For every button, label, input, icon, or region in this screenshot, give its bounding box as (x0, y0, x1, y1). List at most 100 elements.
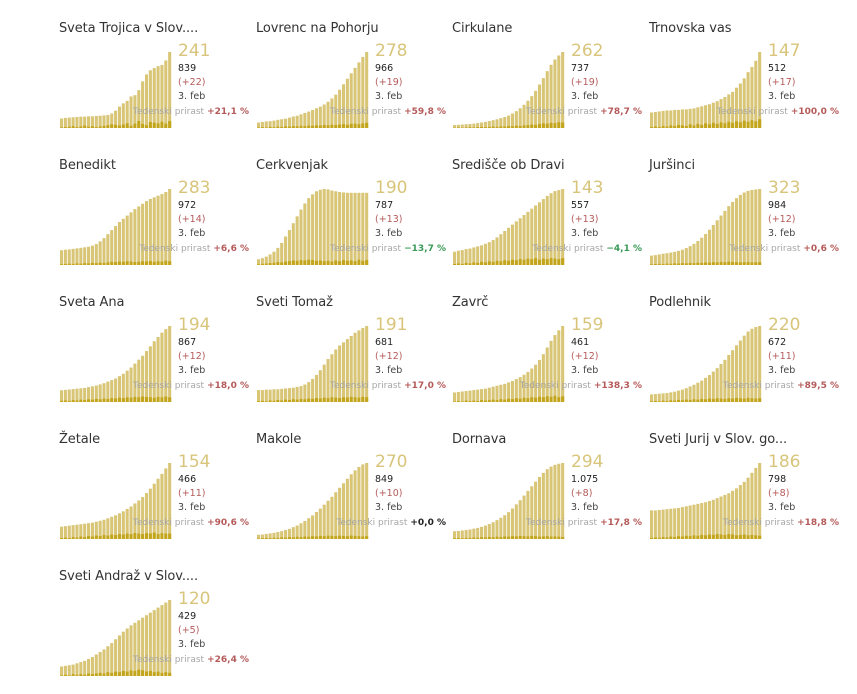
active-cases-bar (303, 113, 306, 128)
active-cases-bar (700, 503, 703, 539)
active-cases-bar (515, 504, 518, 539)
active-cases-bar (696, 383, 699, 402)
new-cases-bar (334, 260, 337, 265)
active-cases-value: 159 (571, 315, 603, 335)
active-cases-bar (346, 79, 349, 128)
active-cases-bar (64, 250, 67, 265)
new-cases-bar (480, 262, 483, 265)
new-cases-bar (141, 670, 144, 676)
new-cases-bar (83, 537, 86, 539)
active-cases-bar (499, 518, 502, 539)
new-cases-bar (91, 263, 94, 265)
active-cases-bar (503, 231, 506, 265)
total-cases-value: 984 (768, 200, 786, 211)
active-cases-bar (280, 389, 283, 402)
daily-delta-value: (+19) (375, 77, 402, 88)
new-cases-bar (731, 535, 734, 539)
active-cases-bar (350, 193, 353, 265)
active-cases-bar (658, 510, 661, 539)
total-cases-value: 798 (768, 474, 786, 485)
active-cases-bar (269, 533, 272, 539)
weekly-growth-value: −13,7 % (404, 244, 446, 254)
weekly-growth: Tedenski prirast+90,6 % (133, 518, 249, 528)
active-cases-bar (747, 72, 750, 128)
new-cases-bar (723, 123, 726, 128)
weekly-growth: Tedenski prirast+78,7 % (526, 107, 642, 117)
active-cases-bar (650, 112, 653, 128)
active-cases-bar (311, 379, 314, 402)
active-cases-bar (495, 520, 498, 539)
new-cases-bar (133, 671, 136, 676)
new-cases-bar (168, 673, 171, 676)
new-cases-bar (511, 126, 514, 128)
active-cases-value: 283 (178, 178, 210, 198)
new-cases-bar (160, 397, 163, 402)
active-cases-bar (68, 118, 71, 128)
active-cases-bar (716, 220, 719, 265)
weekly-growth: Tedenski prirast−13,7 % (330, 244, 446, 254)
active-cases-bar (64, 390, 67, 402)
active-cases-bar (79, 248, 82, 265)
active-cases-bar (160, 605, 163, 676)
new-cases-bar (118, 262, 121, 265)
active-cases-bar (453, 252, 456, 265)
new-cases-bar (685, 126, 688, 128)
new-cases-bar (311, 536, 314, 539)
weekly-growth-value: +26,4 % (207, 655, 249, 665)
active-cases-bar (735, 488, 738, 539)
new-cases-bar (658, 401, 661, 402)
new-cases-bar (735, 398, 738, 402)
active-cases-bar (704, 502, 707, 539)
new-cases-bar (723, 399, 726, 402)
new-cases-bar (677, 264, 680, 265)
active-cases-bar (665, 393, 668, 402)
active-cases-bar (79, 662, 82, 676)
active-cases-bar (692, 505, 695, 539)
municipality-title: Sveta Ana (59, 295, 124, 310)
new-cases-bar (495, 261, 498, 265)
new-cases-bar (72, 537, 75, 539)
active-cases-bar (334, 349, 337, 402)
weekly-growth: Tedenski prirast+89,5 % (723, 381, 839, 391)
new-cases-bar (296, 400, 299, 402)
active-cases-bar (83, 661, 86, 676)
new-cases-bar (542, 259, 545, 265)
active-cases-bar (130, 212, 133, 265)
new-cases-bar (530, 397, 533, 402)
new-cases-bar (712, 399, 715, 402)
new-cases-bar (507, 126, 510, 128)
new-cases-bar (696, 124, 699, 128)
date-label: 3. feb (178, 91, 205, 102)
active-cases-bar (468, 391, 471, 402)
new-cases-bar (75, 127, 78, 128)
weekly-growth: Tedenski prirast+21,1 % (133, 107, 249, 117)
active-cases-bar (739, 84, 742, 128)
new-cases-bar (164, 534, 167, 539)
active-cases-bar (723, 211, 726, 265)
new-cases-bar (261, 401, 264, 402)
new-cases-bar (102, 263, 105, 265)
active-cases-bar (299, 523, 302, 539)
weekly-growth-label: Tedenski prirast (133, 107, 204, 117)
active-cases-bar (515, 221, 518, 265)
active-cases-bar (542, 354, 545, 402)
active-cases-bar (654, 112, 657, 128)
active-cases-bar (557, 55, 560, 128)
